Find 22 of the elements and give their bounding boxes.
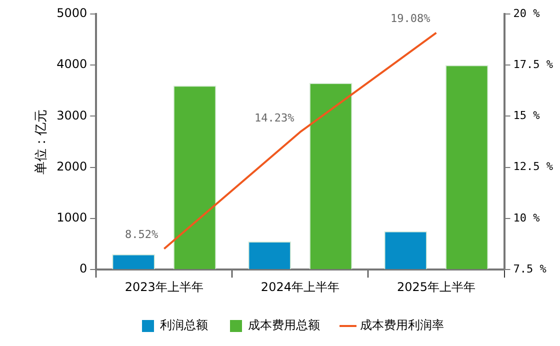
y2-tick-label: 17.5 %: [513, 58, 554, 71]
legend-label: 成本费用利润率: [360, 318, 444, 332]
y2-tick-label: 12.5 %: [513, 160, 554, 174]
legend-label: 成本费用总额: [248, 318, 320, 332]
x-tick-label: 2023年上半年: [124, 280, 204, 294]
y-tick-label: 1000: [56, 210, 88, 225]
data-label: 14.23%: [254, 111, 295, 124]
y2-tick-label: 7.5 %: [513, 262, 547, 276]
y-tick-label: 0: [80, 262, 88, 276]
data-label: 19.08%: [390, 12, 431, 26]
y-tick-label: 2000: [56, 159, 88, 174]
y-axis-title: 单位：亿元: [34, 109, 50, 174]
y2-tick-label: 20 %: [513, 6, 540, 20]
x-tick-label: 2024年上半年: [260, 280, 340, 294]
x-tick-label: 2025年上半年: [396, 280, 476, 294]
y2-tick-label: 15 %: [513, 109, 540, 122]
y2-tick-label: 10 %: [513, 211, 540, 224]
data-label: 8.52%: [125, 228, 159, 242]
y-tick-label: 5000: [56, 6, 88, 20]
y-tick-label: 3000: [56, 108, 88, 122]
y-tick-label: 4000: [56, 57, 88, 72]
legend-label: 利润总额: [160, 318, 208, 332]
